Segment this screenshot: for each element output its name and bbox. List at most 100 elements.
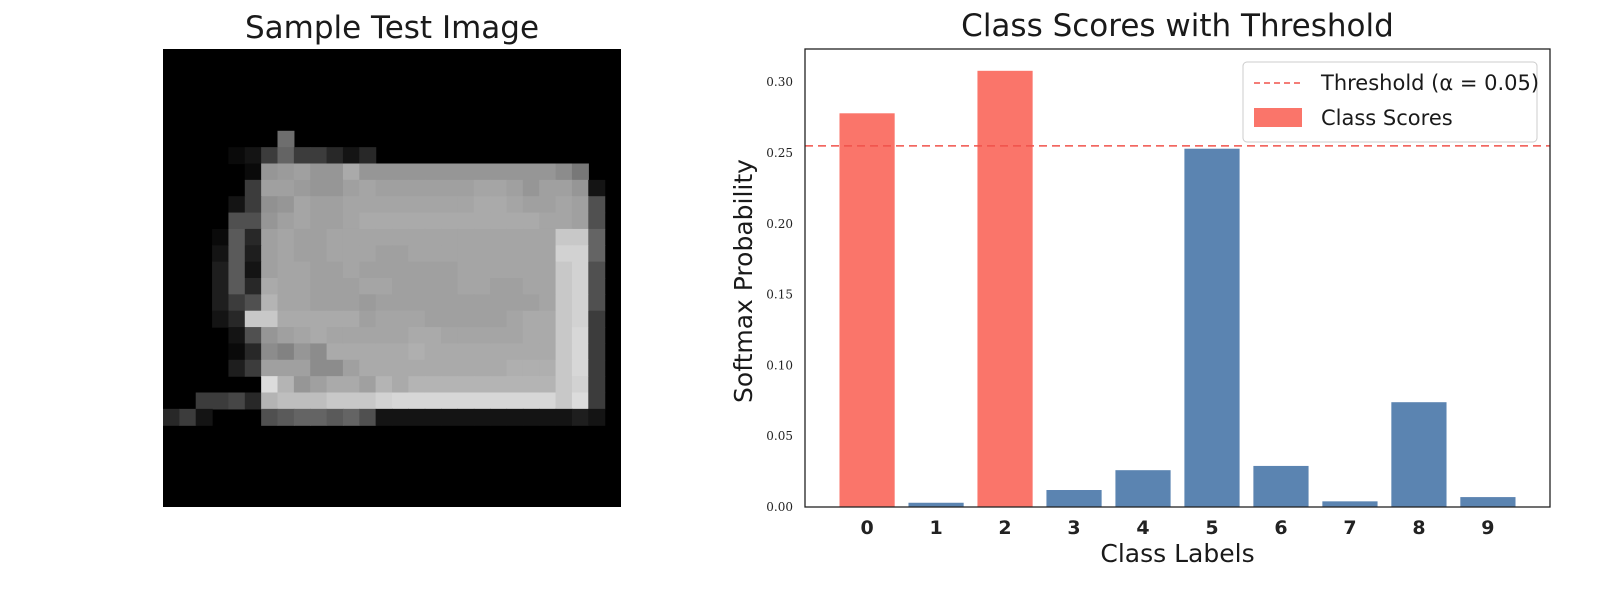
image-pixel [571,310,589,328]
image-pixel [326,147,344,165]
image-pixel [261,278,279,295]
image-pixel [441,179,459,197]
image-pixel [228,310,246,328]
image-pixel [310,408,328,426]
image-pixel [457,212,475,230]
image-pixel [261,294,279,312]
image-pixel [342,212,360,230]
image-pixel [457,278,475,295]
image-pixel [571,261,589,279]
image-pixel [408,376,426,394]
image-pixel [457,376,475,394]
image-pixel [539,278,557,295]
image-pixel [555,343,573,361]
image-pixel [310,212,328,230]
image-pixel [441,278,459,295]
image-pixel [244,310,262,328]
image-pixel [490,228,508,246]
y-tick-label: 0.05 [766,429,793,443]
y-tick-label: 0.15 [766,288,793,302]
image-pixel [555,163,573,181]
image-pixel [588,343,606,361]
image-pixel [342,376,360,394]
image-pixel [342,147,360,165]
image-pixel [522,228,540,246]
x-tick-label: 4 [1136,517,1149,539]
image-pixel [277,294,295,312]
image-pixel [310,261,328,279]
image-pixel [228,245,246,263]
image-pixel [375,327,393,345]
image-pixel [310,343,328,361]
image-pixel [277,376,295,394]
image-pixel [293,408,311,426]
image-pixel [571,245,589,263]
image-pixel [473,228,491,246]
image-pixel [424,196,442,214]
image-pixel [392,310,409,328]
image-pixel [588,392,606,410]
image-pixel [326,163,344,181]
image-pixel [326,261,344,279]
image-pixel [441,212,459,230]
image-pixel [277,343,295,361]
image-pixel [522,392,540,410]
image-pixel [326,408,344,426]
image-pixel [424,228,442,246]
image-pixel [375,212,393,230]
image-pixel [408,310,426,328]
image-pixel [359,310,377,328]
image-pixel [212,294,230,312]
image-pixel [392,179,409,197]
image-pixel [424,212,442,230]
image-pixel [212,310,230,328]
image-pixel [588,294,606,312]
image-pixel [571,392,589,410]
image-pixel [261,163,279,181]
image-pixel [342,278,360,295]
image-pixel [424,327,442,345]
image-pixel [441,392,459,410]
x-tick-label: 3 [1067,517,1080,539]
image-pixel [359,294,377,312]
image-pixel [359,163,377,181]
image-pixel [342,163,360,181]
image-pixel [571,343,589,361]
image-pixel [310,245,328,263]
image-pixel [228,278,246,295]
image-pixel [326,212,344,230]
legend: Threshold (α = 0.05) Class Scores [1242,61,1539,143]
image-pixel [522,278,540,295]
image-pixel [473,179,491,197]
image-pixel [326,196,344,214]
legend-bars-swatch [1254,108,1302,127]
image-pixel [522,294,540,312]
image-pixel [277,359,295,377]
image-pixel [375,408,393,426]
image-pixel [539,196,557,214]
image-pixel [392,392,409,410]
image-pixel [522,376,540,394]
image-pixel [522,310,540,328]
image-pixel [506,359,524,377]
image-pixel [490,179,508,197]
image-pixel [375,343,393,361]
image-pixel [293,245,311,263]
image-pixel [571,196,589,214]
image-pixel [261,343,279,361]
image-pixel [228,196,246,214]
image-pixel [293,196,311,214]
image-pixel [506,310,524,328]
image-pixel [539,327,557,345]
image-pixel [539,212,557,230]
x-tick-label: 5 [1205,517,1218,539]
image-pixel [244,278,262,295]
image-pixel [408,392,426,410]
image-pixel [359,245,377,263]
image-pixel [506,212,524,230]
image-pixel [228,294,246,312]
y-tick-label: 0.00 [766,500,793,514]
image-pixel [539,261,557,279]
image-pixel [490,163,508,181]
image-pixel [342,196,360,214]
